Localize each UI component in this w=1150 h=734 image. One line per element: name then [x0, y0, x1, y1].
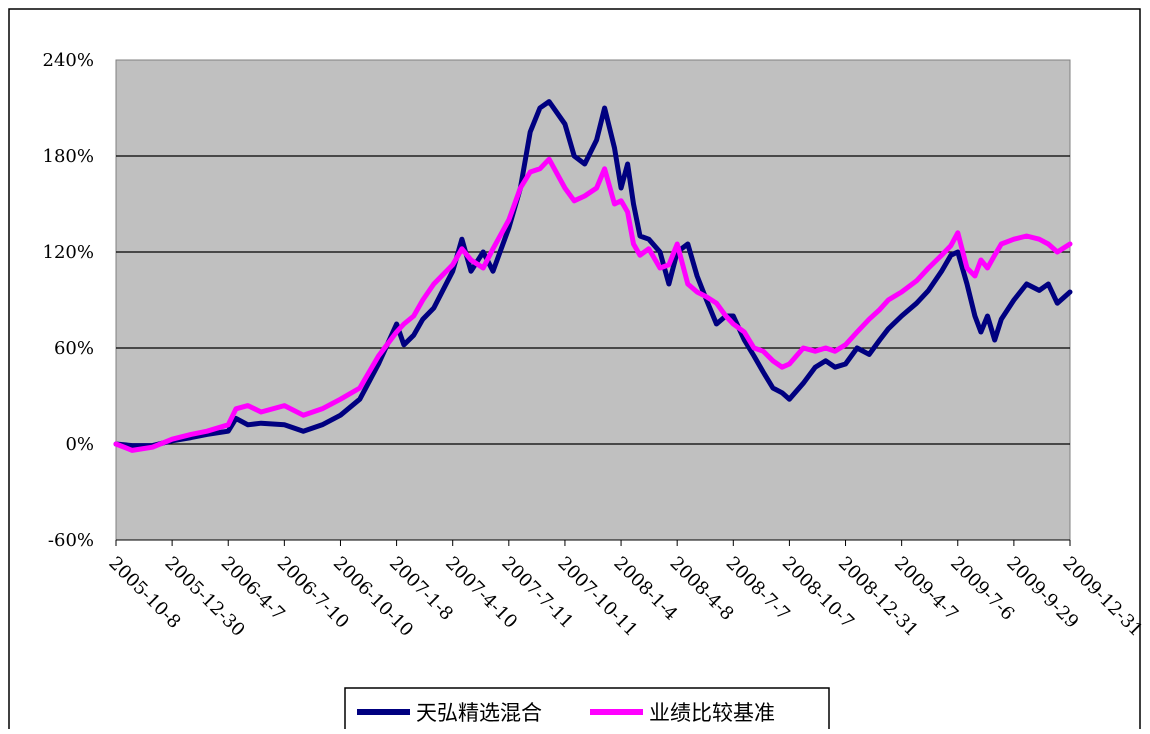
legend-box [344, 687, 830, 734]
legend-label-series-1: 天弘精选混合 [416, 701, 542, 725]
legend-label-series-2: 业绩比较基准 [649, 701, 775, 725]
y-tick-label: 120% [43, 242, 94, 263]
y-axis: -60% 0% 60% 120% 180% 240% [43, 50, 94, 551]
y-tick-label: 60% [54, 338, 94, 359]
y-tick-label: 180% [43, 146, 94, 167]
plot-area [115, 59, 1071, 541]
grid-layer [116, 155, 1070, 445]
y-tick-label: -60% [48, 530, 94, 551]
legend: 天弘精选混合 业绩比较基准 [344, 687, 830, 734]
series-line-2 [113, 156, 1073, 453]
y-tick-label: 0% [65, 434, 94, 455]
series-layer [113, 99, 1073, 453]
series-line-1 [113, 99, 1073, 449]
y-tick-label: 240% [43, 50, 94, 71]
